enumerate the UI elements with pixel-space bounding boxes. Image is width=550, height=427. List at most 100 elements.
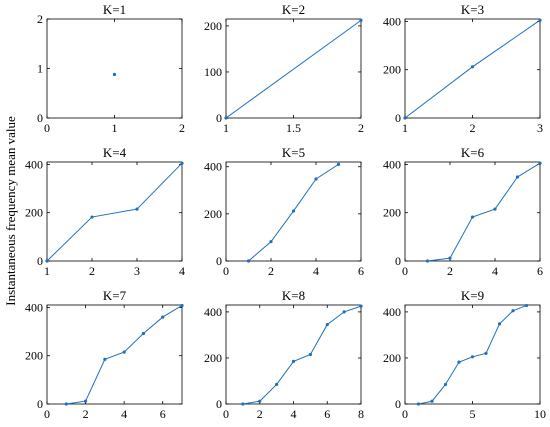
data-point xyxy=(308,352,312,357)
x-tick-label: 0 xyxy=(402,407,408,421)
y-tick-label: 0 xyxy=(216,111,222,125)
x-tick-label: 2 xyxy=(89,264,95,278)
subplot-title: K=2 xyxy=(282,2,305,17)
y-tick-label: 400 xyxy=(204,160,222,174)
y-tick-label: 400 xyxy=(25,300,43,314)
x-tick-label: 6 xyxy=(537,264,543,278)
y-tick-label: 0 xyxy=(395,111,401,125)
y-tick-label: 400 xyxy=(25,157,43,171)
subplot-7: K=7 0 2 4 6 0 200 400 xyxy=(25,288,184,421)
x-tick-label: 1 xyxy=(44,264,50,278)
y-tick-label: 0 xyxy=(37,111,43,125)
subplot-5: K=5 0 2 4 6 0 200 400 xyxy=(204,145,364,278)
x-tick-label: 2 xyxy=(358,121,364,135)
data-point xyxy=(135,207,139,211)
data-point xyxy=(246,259,251,263)
y-tick-label: 2 xyxy=(37,12,43,26)
series-line xyxy=(248,163,339,262)
axes-frame xyxy=(404,304,541,405)
axes-frame xyxy=(225,161,362,262)
data-point xyxy=(103,357,107,361)
axes-frame xyxy=(46,304,183,405)
data-point xyxy=(524,303,529,308)
data-point xyxy=(180,303,184,308)
data-point xyxy=(511,309,515,313)
x-tick-label: 0 xyxy=(402,264,408,278)
data-point xyxy=(430,399,434,403)
subplot-title: K=4 xyxy=(103,145,127,160)
x-tick-label: 4 xyxy=(492,264,498,278)
subplot-title: K=8 xyxy=(282,288,305,303)
data-point xyxy=(64,402,68,406)
shared-y-axis-label: Instantaneous frequency mean value xyxy=(3,116,18,306)
data-point xyxy=(83,399,88,403)
data-point xyxy=(425,259,430,263)
data-point xyxy=(443,382,448,387)
data-point xyxy=(448,256,452,260)
data-point xyxy=(161,315,165,319)
data-point xyxy=(470,355,475,359)
x-tick-label: 4 xyxy=(313,264,319,278)
x-tick-label: 8 xyxy=(358,407,364,421)
x-tick-label: 4 xyxy=(179,264,185,278)
x-tick-label: 2 xyxy=(470,121,476,135)
data-point xyxy=(493,207,497,211)
data-point xyxy=(258,399,262,403)
data-point xyxy=(359,18,363,22)
y-tick-label: 0 xyxy=(37,397,43,411)
series-line xyxy=(418,304,527,405)
x-tick-label: 0 xyxy=(44,407,50,421)
y-tick-label: 100 xyxy=(204,65,222,79)
y-tick-label: 400 xyxy=(383,305,401,319)
y-tick-label: 400 xyxy=(383,14,401,28)
x-tick-label: 0 xyxy=(44,121,50,135)
subplot-1: K=1 0 1 2 0 1 2 xyxy=(37,2,185,135)
x-tick-label: 4 xyxy=(291,407,297,421)
data-point xyxy=(457,360,461,364)
y-tick-label: 0 xyxy=(216,397,222,411)
data-point xyxy=(291,209,296,213)
data-point xyxy=(112,72,117,77)
subplot-4: K=4 1 2 3 4 0 200 400 xyxy=(25,145,185,278)
x-tick-label: 0 xyxy=(223,407,229,421)
y-tick-label: 200 xyxy=(383,63,401,77)
data-point xyxy=(403,116,407,120)
y-tick-label: 0 xyxy=(395,254,401,268)
x-tick-label: 10 xyxy=(534,407,546,421)
data-point xyxy=(416,402,421,406)
data-point xyxy=(180,161,184,165)
y-tick-label: 200 xyxy=(25,349,43,363)
y-tick-label: 0 xyxy=(395,397,401,411)
y-tick-label: 0 xyxy=(37,254,43,268)
data-point xyxy=(342,310,346,314)
data-point xyxy=(470,65,475,69)
x-tick-label: 6 xyxy=(358,264,364,278)
subplot-title: K=3 xyxy=(461,2,484,17)
data-point xyxy=(269,240,273,244)
y-tick-label: 200 xyxy=(383,351,401,365)
x-tick-label: 0 xyxy=(223,264,229,278)
data-point xyxy=(314,177,318,181)
y-tick-label: 200 xyxy=(204,19,222,33)
data-point xyxy=(538,161,542,165)
x-tick-label: 1 xyxy=(112,121,118,135)
x-tick-label: 1 xyxy=(402,121,408,135)
y-tick-label: 1 xyxy=(37,62,43,76)
x-tick-label: 2 xyxy=(257,407,263,421)
subplot-3: K=3 1 2 3 0 200 400 xyxy=(383,2,543,135)
x-tick-label: 2 xyxy=(447,264,453,278)
y-tick-label: 200 xyxy=(204,351,222,365)
data-point xyxy=(241,402,245,406)
data-point xyxy=(122,350,126,354)
axes-frame xyxy=(46,18,183,119)
data-point xyxy=(141,331,146,336)
data-point xyxy=(291,359,296,364)
x-tick-label: 2 xyxy=(179,121,185,135)
subplot-title: K=9 xyxy=(461,288,484,303)
data-point xyxy=(484,351,488,355)
subplot-8: K=8 0 2 4 6 8 0 200 400 xyxy=(204,288,364,421)
subplot-title: K=5 xyxy=(282,145,305,160)
data-point xyxy=(275,382,279,387)
y-tick-label: 400 xyxy=(204,305,222,319)
